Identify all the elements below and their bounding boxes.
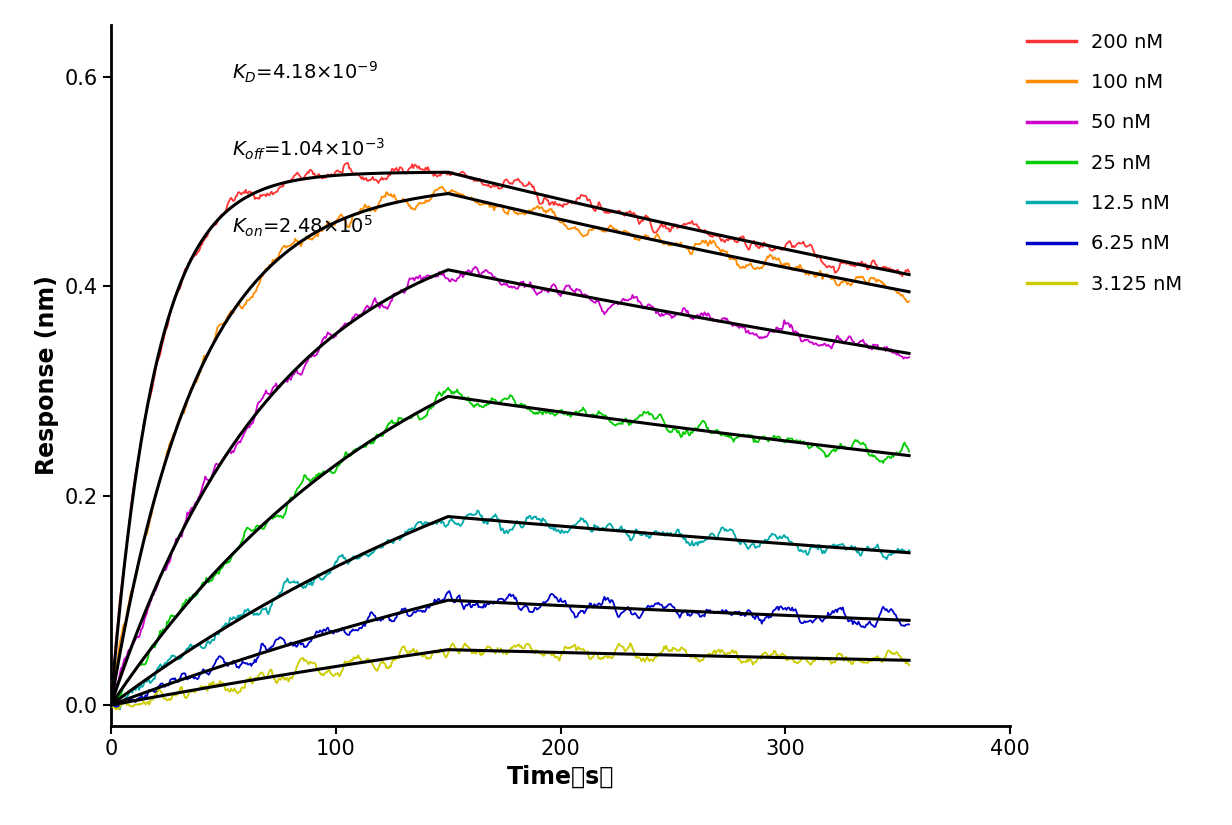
100 nM xyxy=(103,697,118,707)
12.5 nM xyxy=(814,545,829,555)
3.125 nM xyxy=(558,642,573,652)
100 nM xyxy=(558,220,573,230)
6.25 nM xyxy=(559,599,574,609)
200 nM xyxy=(341,158,356,168)
6.25 nM xyxy=(511,604,526,614)
Line: 12.5 nM: 12.5 nM xyxy=(111,511,909,710)
3.125 nM xyxy=(623,639,638,648)
200 nM xyxy=(558,200,573,210)
6.25 nM xyxy=(110,703,124,713)
Line: 25 nM: 25 nM xyxy=(111,388,909,702)
25 nM xyxy=(103,697,118,707)
6.25 nM xyxy=(814,615,829,625)
100 nM xyxy=(595,226,610,236)
12.5 nM xyxy=(112,705,127,714)
12.5 nM xyxy=(596,523,611,533)
50 nM xyxy=(813,340,828,350)
25 nM xyxy=(441,383,456,393)
6.25 nM xyxy=(902,620,917,629)
6.25 nM xyxy=(442,586,457,596)
Line: 3.125 nM: 3.125 nM xyxy=(111,644,909,710)
Line: 6.25 nM: 6.25 nM xyxy=(111,591,909,708)
6.25 nM xyxy=(367,610,382,620)
3.125 nM xyxy=(103,700,118,710)
200 nM xyxy=(813,253,828,263)
12.5 nM xyxy=(103,699,118,709)
Text: $K_{on}$=2.48×10$^5$: $K_{on}$=2.48×10$^5$ xyxy=(233,214,373,239)
12.5 nM xyxy=(511,518,526,528)
3.125 nM xyxy=(902,660,917,670)
50 nM xyxy=(595,306,610,316)
200 nM xyxy=(663,226,678,236)
12.5 nM xyxy=(559,527,574,537)
Line: 200 nM: 200 nM xyxy=(111,163,909,704)
Line: 50 nM: 50 nM xyxy=(111,266,909,698)
100 nM xyxy=(366,204,381,214)
200 nM xyxy=(510,173,525,183)
100 nM xyxy=(813,266,828,276)
Text: $K_{off}$=1.04×10$^{-3}$: $K_{off}$=1.04×10$^{-3}$ xyxy=(233,137,386,163)
3.125 nM xyxy=(814,653,829,663)
25 nM xyxy=(813,444,828,454)
25 nM xyxy=(902,446,917,456)
Text: $K_D$=4.18×10$^{-9}$: $K_D$=4.18×10$^{-9}$ xyxy=(233,60,378,85)
25 nM xyxy=(595,409,610,419)
Y-axis label: Response (nm): Response (nm) xyxy=(34,276,59,475)
12.5 nM xyxy=(367,547,382,557)
100 nM xyxy=(435,182,450,192)
50 nM xyxy=(103,693,118,703)
100 nM xyxy=(510,210,525,219)
12.5 nM xyxy=(664,530,679,540)
25 nM xyxy=(558,407,573,417)
6.25 nM xyxy=(664,601,679,610)
6.25 nM xyxy=(103,700,118,710)
50 nM xyxy=(558,283,573,293)
3.125 nM xyxy=(664,646,679,656)
50 nM xyxy=(366,298,381,308)
25 nM xyxy=(663,427,678,437)
X-axis label: Time（s）: Time（s） xyxy=(506,765,615,789)
3.125 nM xyxy=(110,705,124,714)
3.125 nM xyxy=(510,640,525,650)
50 nM xyxy=(510,284,525,294)
200 nM xyxy=(902,267,917,277)
100 nM xyxy=(663,240,678,250)
3.125 nM xyxy=(367,662,382,672)
200 nM xyxy=(367,175,382,185)
50 nM xyxy=(902,352,917,362)
100 nM xyxy=(902,296,917,306)
50 nM xyxy=(663,310,678,320)
25 nM xyxy=(510,400,525,410)
Legend: 200 nM, 100 nM, 50 nM, 25 nM, 12.5 nM, 6.25 nM, 3.125 nM: 200 nM, 100 nM, 50 nM, 25 nM, 12.5 nM, 6… xyxy=(1019,25,1190,302)
3.125 nM xyxy=(595,653,610,662)
200 nM xyxy=(595,205,610,214)
200 nM xyxy=(103,699,118,709)
12.5 nM xyxy=(902,545,917,555)
Line: 100 nM: 100 nM xyxy=(111,187,909,702)
12.5 nM xyxy=(469,506,484,516)
25 nM xyxy=(366,438,381,448)
6.25 nM xyxy=(596,595,611,605)
50 nM xyxy=(468,262,483,271)
